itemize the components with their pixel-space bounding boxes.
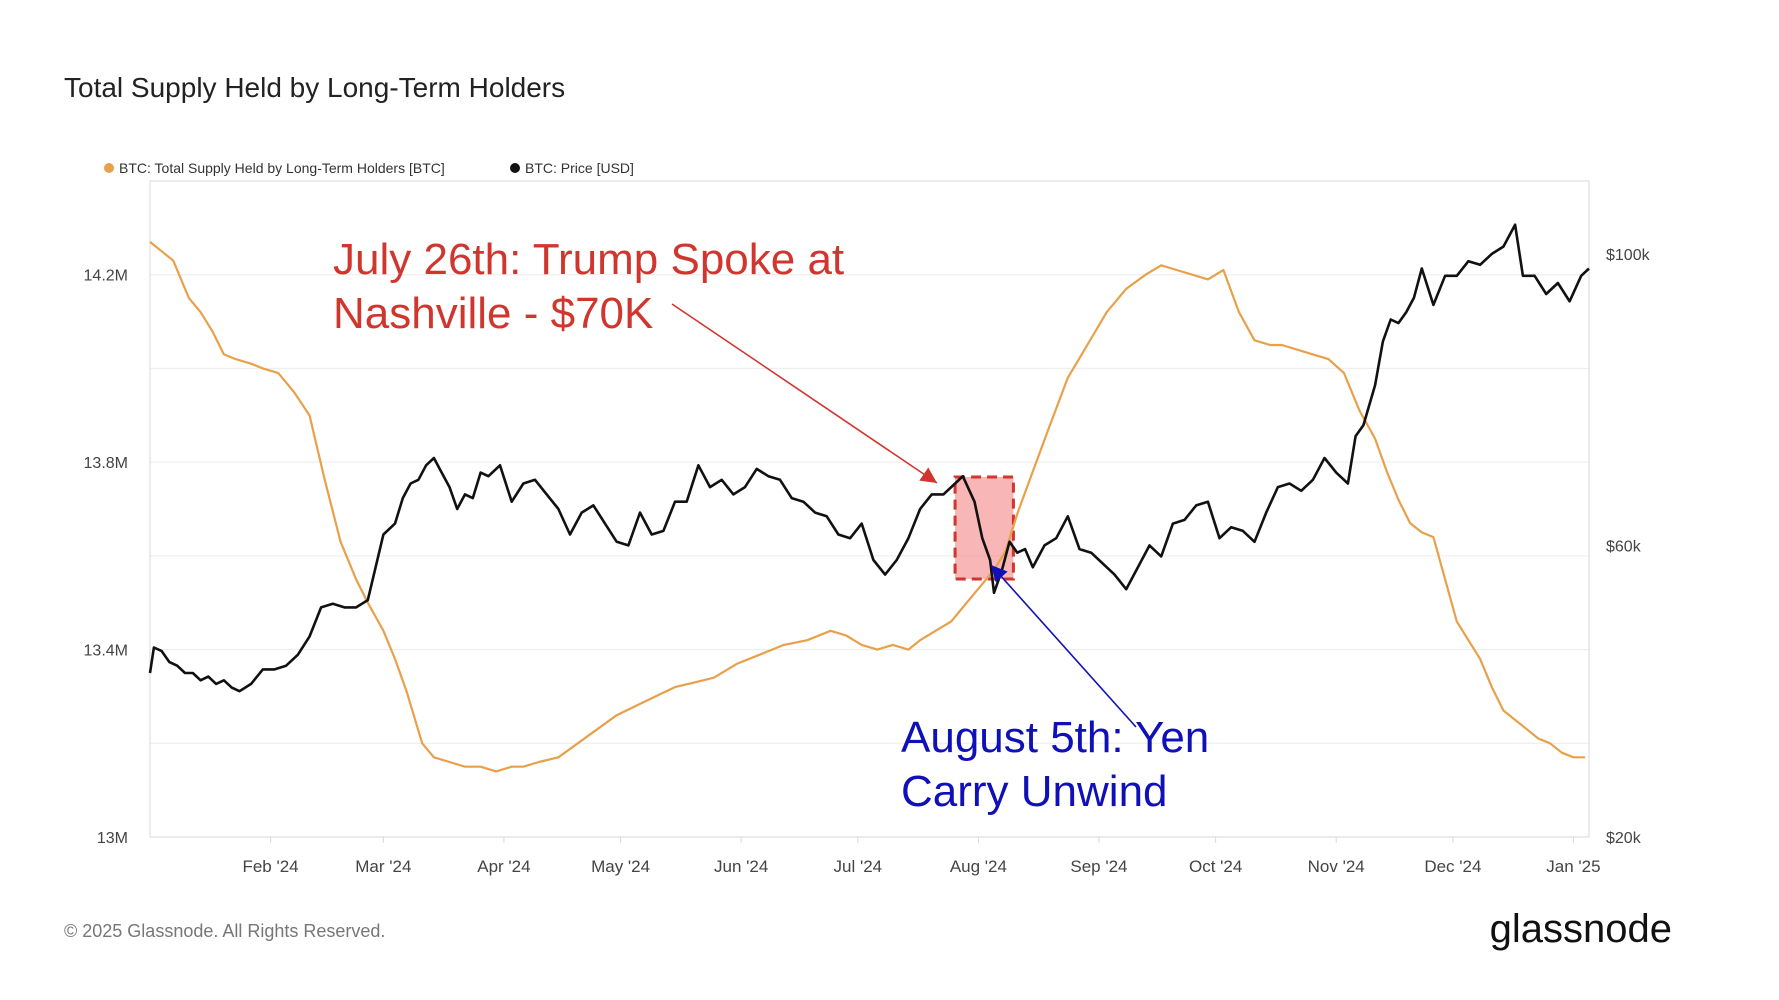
plot-frame	[149, 180, 1590, 838]
annotation-trump-line-1: July 26th: Trump Spoke at	[333, 235, 844, 284]
x-tick-label: Mar '24	[355, 857, 411, 876]
y-left-tick-label: 14.2M	[84, 268, 128, 285]
brand-logo: glassnode	[1490, 907, 1672, 951]
annotation-trump-arrow	[671, 303, 938, 484]
series	[148, 223, 1590, 773]
y-left-tick-label: 13.4M	[84, 643, 128, 660]
axes: 13M 13.4M 13.8M 14.2M $20k $60k $100k Feb '24 Ma…	[84, 247, 1651, 876]
series-line-price	[148, 223, 1590, 693]
x-tick-label: Nov '24	[1308, 857, 1365, 876]
x-tick-label: May '24	[591, 857, 650, 876]
legend-label-price: BTC: Price [USD]	[525, 160, 634, 176]
y-left-tick-label: 13M	[97, 830, 128, 847]
legend-label-supply: BTC: Total Supply Held by Long-Term Hold…	[119, 160, 445, 176]
legend-marker-supply	[104, 163, 114, 173]
y-right-tick-label: $100k	[1606, 247, 1651, 264]
legend-marker-price	[510, 163, 520, 173]
grid	[150, 274, 1589, 843]
annotations: July 26th: Trump Spoke at Nashville - $7…	[333, 235, 1209, 816]
x-tick-label: Apr '24	[477, 857, 530, 876]
x-tick-label: Oct '24	[1189, 857, 1242, 876]
footer-copyright: © 2025 Glassnode. All Rights Reserved.	[64, 921, 385, 941]
annotation-yen-line-1: August 5th: Yen	[901, 713, 1209, 762]
y-right-tick-label: $60k	[1606, 538, 1642, 555]
x-tick-label: Aug '24	[950, 857, 1007, 876]
y-left-tick-label: 13.8M	[84, 455, 128, 472]
x-tick-label: Jan '25	[1546, 857, 1600, 876]
y-right-tick-label: $20k	[1606, 830, 1642, 847]
legend: BTC: Total Supply Held by Long-Term Hold…	[104, 160, 634, 176]
x-tick-label: Dec '24	[1424, 857, 1481, 876]
x-tick-label: Feb '24	[242, 857, 298, 876]
chart-title: Total Supply Held by Long-Term Holders	[64, 72, 565, 103]
annotation-trump-line-2: Nashville - $70K	[333, 289, 653, 338]
x-tick-label: Jul '24	[834, 857, 883, 876]
annotation-yen-line-2: Carry Unwind	[901, 767, 1168, 816]
x-tick-label: Jun '24	[714, 857, 768, 876]
annotation-yen-arrow	[990, 564, 1137, 728]
series-line-supply	[149, 241, 1586, 773]
x-tick-label: Sep '24	[1070, 857, 1127, 876]
